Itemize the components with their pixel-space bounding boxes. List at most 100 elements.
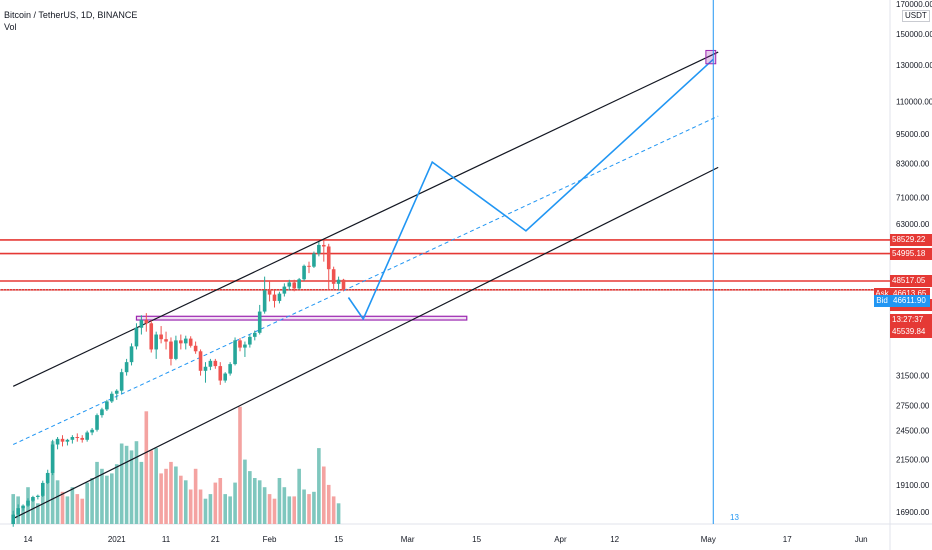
volume-bar [80,498,85,524]
candle-body [105,401,109,410]
volume-bar [257,480,262,524]
candle-body [312,253,316,267]
price-tick-label: 63000.00 [896,220,930,229]
volume-bar [297,468,301,524]
volume-bar [31,498,35,524]
candle-body [124,362,129,373]
chart-legend: Bitcoin / TetherUS, 1D, BINANCE Vol [4,9,137,33]
price-level-tag: 54995.18 [890,247,932,260]
volume-bar [139,461,144,524]
volume-bar [228,496,232,524]
volume-bar [164,468,168,524]
price-axis[interactable]: 150000.00 130000.00 110000.00 95000.00 83000… [896,30,932,517]
price-channel[interactable] [12,51,719,520]
candle-body [277,293,282,301]
volume-bar [331,496,336,524]
price-tick-label: 71000.00 [896,194,930,203]
channel-boundary-line [12,166,719,520]
channel-midline [12,115,719,445]
candle-body [238,340,242,348]
candle-body [203,366,208,371]
volume-bar [50,441,55,524]
volume-bar [233,482,237,524]
candle-body [331,269,336,284]
volume-bar [317,448,321,524]
symbol-title[interactable]: Bitcoin / TetherUS, 1D, BINANCE [4,10,138,20]
volume-bar [183,480,188,524]
volume-bar [307,494,311,524]
price-tick-label: 27500.00 [896,401,930,410]
time-axis[interactable]: 14 2021 11 21 Feb 15 Mar 15 Apr 12 May 17 Jun [24,535,868,544]
ask-label: Ask [875,288,889,298]
support-zone[interactable] [135,315,468,321]
volume-bar [292,496,297,524]
volume-bar [70,487,75,524]
candle-body [80,437,85,440]
candle-body [55,438,60,445]
candle-body [326,246,331,270]
volume-bar [65,496,70,524]
volume-bar [36,503,40,524]
projection-path[interactable] [347,49,717,321]
candle-body [60,438,65,442]
volume-bar [119,443,124,524]
horizontal-levels[interactable] [0,239,890,291]
support-zone-rect [135,315,468,321]
volume-indicator-label[interactable]: Vol [4,22,17,32]
volume-bar [85,482,89,524]
volume-bar [100,468,104,524]
volume-bar [188,489,193,524]
candle-body [233,340,237,365]
volume-bar [134,441,139,524]
volume-bar [312,491,316,524]
target-box [705,49,717,65]
volume-bar [129,450,134,524]
volume-bar [110,473,114,524]
price-level-tag: 58529.22 [890,233,932,246]
volume-bar [159,473,163,524]
candle-body [272,294,277,301]
candle-body [75,437,80,439]
candle-body [188,338,193,346]
candle-body [317,244,321,254]
candle-body [193,345,198,352]
candle-body [297,279,301,289]
volume-bar [243,459,247,524]
volume-bar [267,494,272,524]
time-tick-label: Feb [263,535,277,544]
price-tick-label: 83000.00 [896,159,930,168]
volume-bar [21,507,25,524]
price-tick-label: 110000.00 [896,98,932,107]
bid-price-tag: Bid 46611.90 [874,294,930,307]
candle-body [257,311,262,333]
candle-body [248,336,252,345]
candle-body [159,334,163,340]
candle-body [85,432,89,440]
volume-bar [277,478,282,524]
candle-body [341,279,346,290]
candle-body [208,360,213,367]
volume-bar [154,448,158,524]
volume-bar [169,461,173,524]
volume-bar [287,496,292,524]
volume-bar [95,461,99,524]
time-tick-label: 15 [334,535,343,544]
price-level-tag: 13:27:37 [890,313,932,326]
volume-bar [218,478,223,524]
volume-bar [282,487,287,524]
currency-label[interactable]: USDT [902,10,930,22]
candle-body [114,390,119,394]
candle-body [267,290,272,295]
candle-body [90,429,94,433]
candle-body [40,482,45,496]
price-tick-label: 21500.00 [896,455,930,464]
time-tick-label: 11 [162,535,171,544]
price-tick-label: 95000.00 [896,130,930,139]
volume-bar [238,406,242,524]
candle-body [149,323,154,350]
volume-bar [198,489,203,524]
candle-body [198,351,203,371]
volume-bar [336,503,341,524]
candle-body [50,444,55,473]
